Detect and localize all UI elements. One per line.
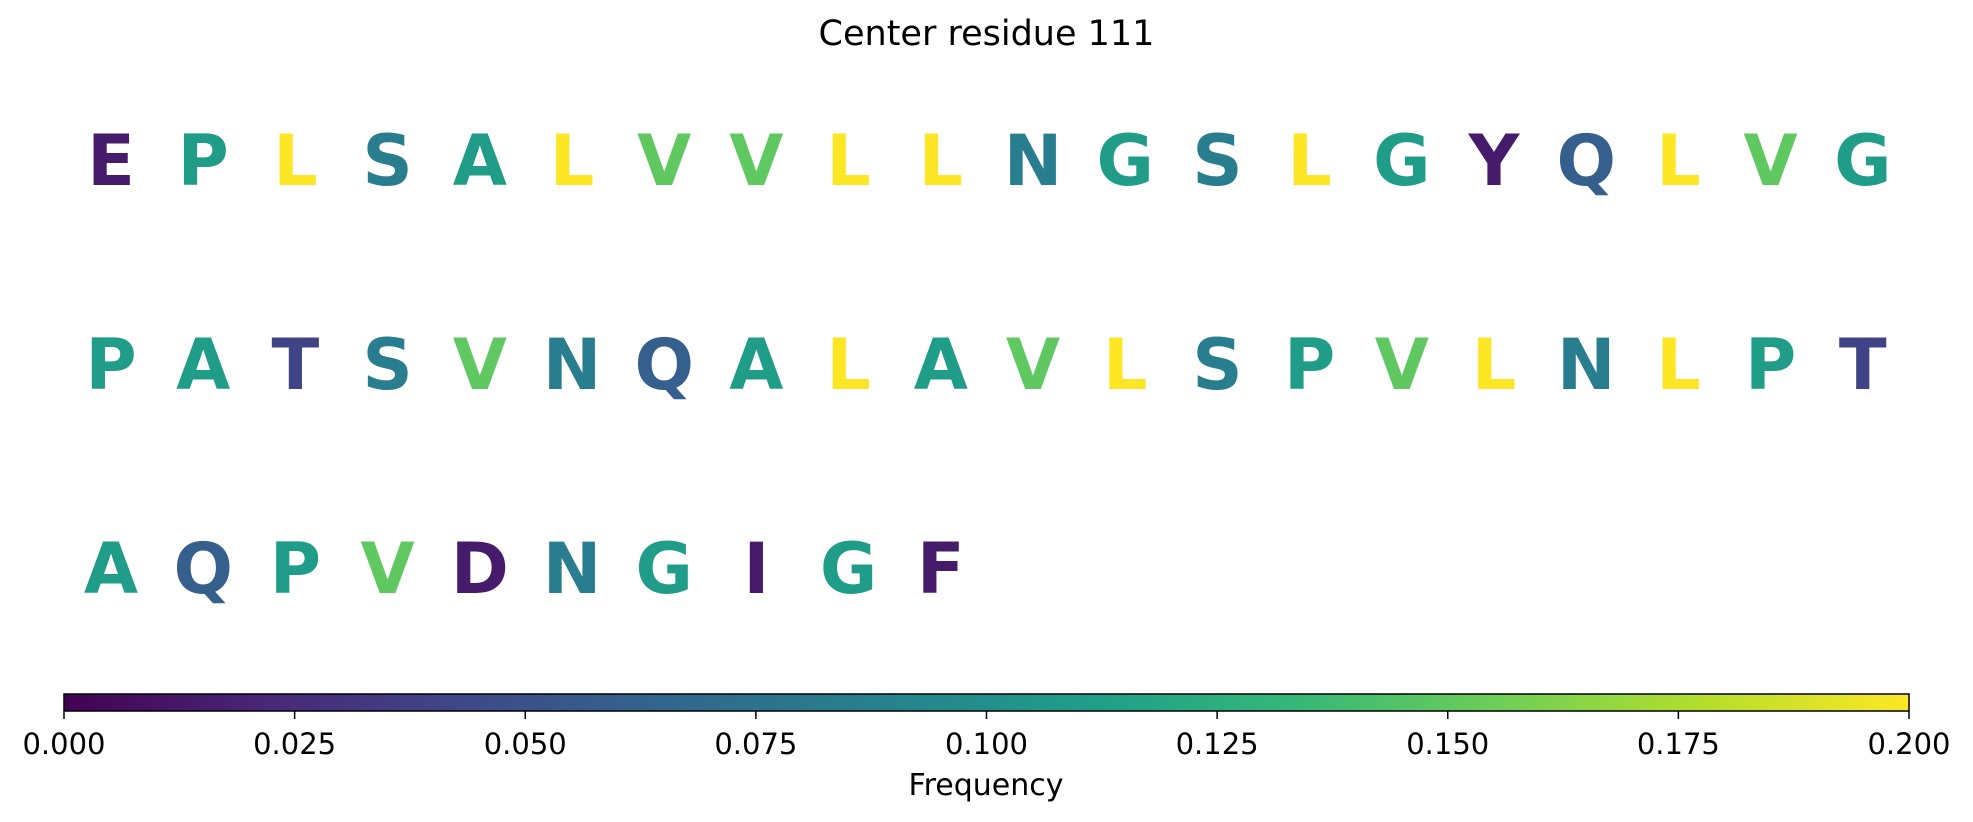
colorbar-tick-label: 0.000 <box>22 727 105 761</box>
residue-letter: L <box>826 120 871 202</box>
residue-letter: L <box>918 120 963 202</box>
residue-letter: D <box>451 528 509 610</box>
colorbar: 0.000 0.025 0.050 0.075 0.100 0.125 0.150 0.175… <box>22 693 1951 803</box>
residue-letter: A <box>729 324 783 406</box>
residue-letter: P <box>85 324 136 406</box>
residue-letter: P <box>178 120 229 202</box>
chart-title: Center residue 111 <box>818 14 1155 54</box>
residue-letter: L <box>1472 324 1517 406</box>
residue-letter: T <box>1839 324 1887 406</box>
colorbar-tick-label: 0.125 <box>1176 727 1259 761</box>
residue-letter: N <box>543 528 602 610</box>
residue-letter: G <box>1096 120 1153 202</box>
residue-letter: P <box>1284 324 1335 406</box>
residue-letter: Y <box>1468 120 1521 202</box>
residue-letter: A <box>914 324 968 406</box>
residue-letter: G <box>635 528 692 610</box>
colorbar-gradient <box>63 693 1910 712</box>
residue-letter: G <box>820 528 877 610</box>
residue-letter: L <box>1103 324 1148 406</box>
residue-letter: A <box>176 324 230 406</box>
residue-letter: L <box>1287 120 1332 202</box>
residue-letter: L <box>1656 120 1701 202</box>
residue-letter: P <box>270 528 321 610</box>
residue-letter: P <box>1745 324 1796 406</box>
residue-letter: F <box>917 528 965 610</box>
residue-letter: V <box>453 324 507 406</box>
residue-letter: Q <box>173 528 233 610</box>
residue-letters: E P L S A L V V L L N G S L G Y Q L V GP A T S V N Q A L A V L S P V L N L P T… <box>84 120 1892 610</box>
colorbar-ticks: 0.000 0.025 0.050 0.075 0.100 0.125 0.150 0.175… <box>22 711 1951 761</box>
colorbar-tick-label: 0.100 <box>945 727 1028 761</box>
residue-letter: V <box>729 120 783 202</box>
colorbar-tick-label: 0.150 <box>1406 727 1489 761</box>
residue-letter: E <box>87 120 135 202</box>
residue-letter: A <box>84 528 138 610</box>
residue-letter: N <box>1004 120 1063 202</box>
residue-letter: L <box>826 324 871 406</box>
residue-letter: Q <box>634 324 694 406</box>
residue-letter: I <box>743 528 769 610</box>
residue-letter: V <box>1006 324 1060 406</box>
residue-letter: S <box>1192 324 1242 406</box>
colorbar-tick-label: 0.025 <box>253 727 336 761</box>
residue-letter: A <box>453 120 507 202</box>
colorbar-tick-label: 0.175 <box>1637 727 1720 761</box>
colorbar-tick-label: 0.050 <box>484 727 567 761</box>
residue-letter: G <box>1834 120 1891 202</box>
residue-letter: S <box>362 324 412 406</box>
residue-letter: V <box>1375 324 1429 406</box>
residue-letter: L <box>273 120 318 202</box>
residue-letter: V <box>361 528 415 610</box>
residue-letter: N <box>1557 324 1616 406</box>
residue-letter: T <box>272 324 320 406</box>
residue-letter: V <box>1744 120 1798 202</box>
residue-letter: G <box>1373 120 1430 202</box>
colorbar-tick-label: 0.200 <box>1867 727 1950 761</box>
colorbar-label: Frequency <box>909 768 1064 803</box>
colorbar-tick-label: 0.075 <box>714 727 797 761</box>
residue-letter: Q <box>1556 120 1616 202</box>
residue-letter: V <box>637 120 691 202</box>
residue-letter: S <box>1192 120 1242 202</box>
residue-letter: L <box>550 120 595 202</box>
residue-letter: L <box>1656 324 1701 406</box>
residue-letter: N <box>543 324 602 406</box>
residue-letter: S <box>362 120 412 202</box>
